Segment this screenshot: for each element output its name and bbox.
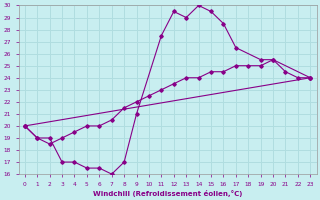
X-axis label: Windchill (Refroidissement éolien,°C): Windchill (Refroidissement éolien,°C) xyxy=(93,190,242,197)
